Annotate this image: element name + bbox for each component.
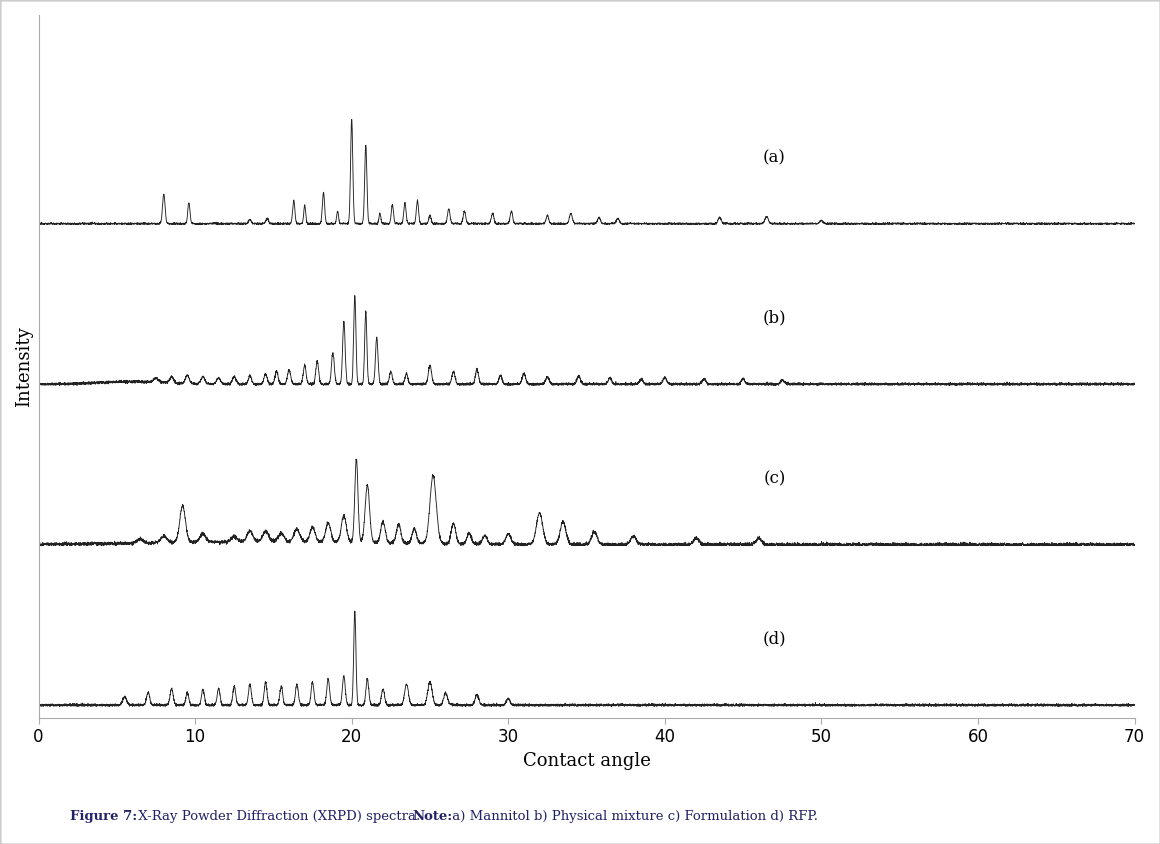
X-axis label: Contact angle: Contact angle (523, 752, 651, 770)
Text: a) Mannitol b) Physical mixture c) Formulation d) RFP.: a) Mannitol b) Physical mixture c) Formu… (448, 810, 818, 823)
Text: (d): (d) (762, 630, 786, 647)
Text: (a): (a) (763, 149, 785, 166)
Y-axis label: Intensity: Intensity (15, 326, 32, 407)
Text: Figure 7:: Figure 7: (70, 810, 137, 823)
Text: Note:: Note: (412, 810, 452, 823)
Text: X-Ray Powder Diffraction (XRPD) spectra.: X-Ray Powder Diffraction (XRPD) spectra. (135, 810, 425, 823)
Text: (c): (c) (763, 470, 785, 487)
Text: (b): (b) (762, 310, 786, 327)
